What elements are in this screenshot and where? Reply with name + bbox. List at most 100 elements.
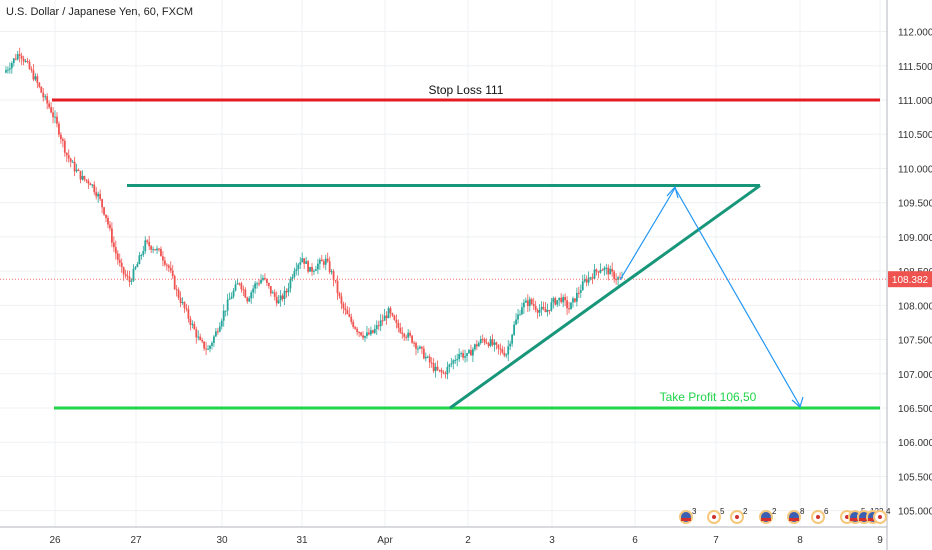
jp-flag-event-icon[interactable]: 6 xyxy=(811,507,829,524)
us-flag-event-icon[interactable]: 3 xyxy=(679,507,697,524)
candle-body xyxy=(479,339,482,344)
candle-body xyxy=(409,332,412,336)
candle-body xyxy=(446,366,449,375)
candle-body xyxy=(615,279,618,281)
candle-body xyxy=(381,320,384,322)
candle-body xyxy=(281,295,284,300)
candle-body xyxy=(209,345,211,349)
candle-body xyxy=(354,327,357,329)
candle-body xyxy=(407,332,410,338)
jp-flag-event-icon[interactable]: 5 xyxy=(707,507,725,524)
candle-body xyxy=(63,140,66,153)
candle-body xyxy=(177,289,180,298)
event-count-label: 2 xyxy=(743,507,748,516)
candle-body xyxy=(230,296,233,299)
y-tick-label: 107.000 xyxy=(898,370,932,381)
candle-body xyxy=(554,298,557,305)
candle-body xyxy=(385,315,388,319)
event-count-label: 4 xyxy=(886,507,891,516)
candle-body xyxy=(42,92,45,98)
candle-body xyxy=(226,299,229,311)
candle-body xyxy=(595,269,598,272)
candle-body xyxy=(262,277,264,280)
candle-body xyxy=(71,161,74,163)
candle-body xyxy=(619,277,621,279)
candle-body xyxy=(534,305,537,311)
candle-body xyxy=(328,261,331,273)
candle-body xyxy=(158,248,160,250)
candle-body xyxy=(287,288,290,293)
candle-body xyxy=(67,155,70,159)
candle-body xyxy=(336,281,339,294)
candle-body xyxy=(519,314,521,316)
current-price-label-bg xyxy=(888,271,932,288)
candle-body xyxy=(130,280,133,282)
x-tick-label: 8 xyxy=(797,535,803,546)
candle-body xyxy=(324,258,327,265)
stop-loss-label: Stop Loss 111 xyxy=(429,83,504,97)
candle-body xyxy=(163,260,166,265)
jp-flag-event-icon[interactable]: 4 xyxy=(873,507,891,524)
candle-body xyxy=(444,373,447,375)
candle-body xyxy=(377,325,380,327)
candle-body xyxy=(373,329,376,333)
us-flag-event-icon[interactable]: 8 xyxy=(787,507,805,524)
candle-body xyxy=(487,343,490,347)
event-count-label: 8 xyxy=(800,507,805,516)
candle-body xyxy=(44,96,47,98)
candle-body xyxy=(366,332,368,337)
jp-flag-event-icon[interactable]: 2 xyxy=(730,507,748,524)
candle-body xyxy=(340,296,343,304)
candle-body xyxy=(546,309,549,313)
candle-body xyxy=(91,184,94,186)
candle-body xyxy=(432,363,435,372)
candle-body xyxy=(448,364,451,367)
candle-body xyxy=(248,298,251,302)
x-tick-label: 9 xyxy=(877,535,883,546)
candle-body xyxy=(283,290,286,300)
candle-body xyxy=(481,339,484,341)
candle-body xyxy=(305,261,308,264)
candle-body xyxy=(220,320,223,327)
candle-body xyxy=(105,214,107,218)
candle-body xyxy=(107,217,109,225)
candle-body xyxy=(491,339,494,345)
candle-body xyxy=(360,332,362,336)
x-tick-label: 31 xyxy=(296,535,308,546)
y-tick-label: 111.500 xyxy=(898,62,932,73)
candle-body xyxy=(169,267,172,271)
candle-body xyxy=(470,350,472,356)
us-flag-event-icon[interactable]: 2 xyxy=(759,507,777,524)
candle-body xyxy=(246,297,249,302)
candle-body xyxy=(142,251,145,255)
candle-body xyxy=(232,290,235,297)
candle-body xyxy=(162,256,164,261)
candle-body xyxy=(132,268,135,281)
candle-body xyxy=(150,246,153,250)
candle-body xyxy=(120,262,123,268)
candle-body xyxy=(452,360,455,364)
candle-body xyxy=(499,348,502,350)
triangle-support-line[interactable] xyxy=(449,184,761,410)
candle-body xyxy=(493,342,496,345)
candle-body xyxy=(265,279,268,283)
candle-body xyxy=(32,70,35,80)
candle-body xyxy=(112,242,115,248)
candle-body xyxy=(99,193,102,200)
candle-body xyxy=(234,284,237,291)
candle-body xyxy=(179,297,182,303)
candle-body xyxy=(587,277,590,283)
candle-body xyxy=(436,366,439,370)
candle-body xyxy=(252,288,255,293)
candle-body xyxy=(466,353,468,357)
candle-body xyxy=(577,292,580,294)
candle-body xyxy=(85,179,88,181)
candle-body xyxy=(14,58,17,60)
candle-body xyxy=(368,332,370,335)
candle-body xyxy=(320,259,323,262)
candle-body xyxy=(375,325,378,330)
candle-body xyxy=(420,346,423,349)
candle-body xyxy=(303,258,306,264)
candle-body xyxy=(216,331,219,333)
